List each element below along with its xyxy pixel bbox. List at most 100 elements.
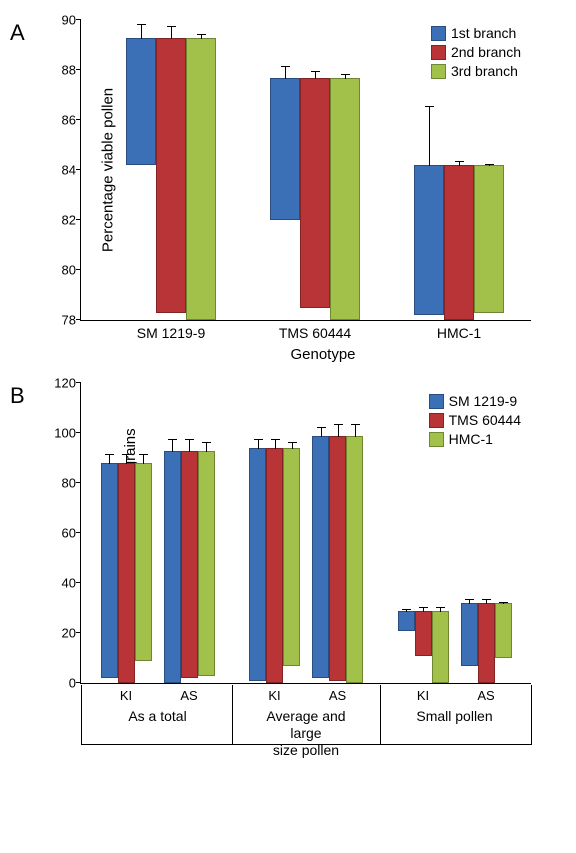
x-group-label: As a total [128,708,186,725]
y-tick-label: 60 [46,526,76,541]
legend-label: 2nd branch [451,44,521,60]
group-divider [232,685,233,745]
panel-b-label: B [10,383,25,409]
error-bar [189,439,190,452]
legend-label: TMS 60444 [449,412,521,428]
bar [249,448,266,681]
x-subgroup-label: KI [268,688,280,703]
error-bar [143,454,144,464]
error-bar [285,66,286,79]
bar [474,165,504,313]
bar [461,603,478,666]
group-divider [531,685,532,745]
bar-group [414,165,504,320]
bar-group [312,436,363,684]
bar [495,603,512,658]
bar [415,611,432,656]
chart-a-yticks: 78808284868890 [46,20,76,320]
group-divider [81,685,82,745]
bar-group [164,451,215,684]
bar [478,603,495,683]
bar [283,448,300,666]
error-bar [486,599,487,604]
legend-label: SM 1219-9 [449,393,517,409]
error-bar [469,599,470,604]
bar [118,463,135,683]
legend-label: 3rd branch [451,63,518,79]
y-tick-label: 80 [46,263,76,278]
error-bar [171,26,172,39]
chart-b-legend: SM 1219-9 TMS 60444 HMC-1 [429,393,521,450]
panel-a-label: A [10,20,25,46]
x-bottom-border [81,744,531,745]
bar-group [461,603,512,683]
error-bar [292,442,293,450]
error-bar [172,439,173,452]
x-subgroup-label: AS [477,688,494,703]
legend-item: 3rd branch [431,63,521,79]
bar [398,611,415,631]
bar [181,451,198,679]
legend-item: HMC-1 [429,431,521,447]
bar [329,436,346,681]
bar [444,165,474,320]
y-tick-label: 20 [46,626,76,641]
error-bar [201,34,202,39]
legend-item: SM 1219-9 [429,393,521,409]
chart-a-legend: 1st branch 2nd branch 3rd branch [431,25,521,82]
y-tick-label: 84 [46,163,76,178]
error-bar [489,164,490,167]
bar [312,436,329,679]
bar [126,38,156,166]
bar-group [101,463,152,683]
error-bar [406,609,407,612]
bar [135,463,152,661]
error-bar [321,427,322,437]
error-bar [315,71,316,79]
chart-b-yticks: 020406080100120 [46,383,76,683]
x-tick-label: SM 1219-9 [137,325,205,341]
error-bar [440,607,441,612]
bar-group [126,38,216,321]
legend-label: HMC-1 [449,431,493,447]
x-group-label: Small pollen [416,708,492,725]
bar [156,38,186,313]
y-tick-label: 40 [46,576,76,591]
error-bar [126,454,127,464]
y-tick-label: 82 [46,213,76,228]
bar-group [270,78,360,321]
error-bar [338,424,339,437]
group-divider [380,685,381,745]
x-subgroup-label: KI [417,688,429,703]
error-bar [503,602,504,605]
x-subgroup-label: AS [329,688,346,703]
error-bar [275,439,276,449]
x-tick-label: HMC-1 [437,325,481,341]
legend-swatch [431,26,446,41]
y-tick-label: 88 [46,63,76,78]
bar [266,448,283,683]
bar [346,436,363,684]
y-tick-label: 100 [46,426,76,441]
bar [198,451,215,676]
x-tick-label: TMS 60444 [279,325,351,341]
bar-group [398,611,449,684]
legend-swatch [429,394,444,409]
x-subgroup-label: KI [120,688,132,703]
y-tick-label: 80 [46,476,76,491]
legend-item: 1st branch [431,25,521,41]
chart-a-xlabel: Genotype [80,346,566,363]
legend-swatch [429,413,444,428]
bar [186,38,216,321]
bar-group [249,448,300,683]
legend-swatch [431,45,446,60]
error-bar [141,24,142,39]
error-bar [429,106,430,166]
bar [101,463,118,678]
error-bar [459,161,460,166]
error-bar [206,442,207,452]
bar [300,78,330,308]
bar [432,611,449,684]
x-group-label: Average andlargesize pollen [266,708,345,758]
y-tick-label: 78 [46,313,76,328]
